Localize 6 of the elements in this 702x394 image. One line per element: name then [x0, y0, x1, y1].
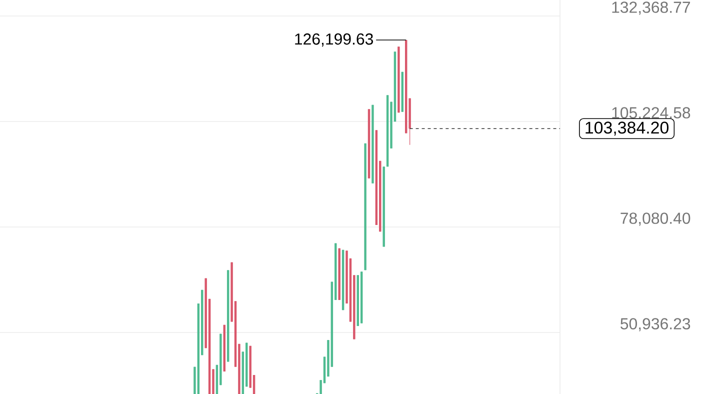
y-tick-label: 105,224.58: [612, 107, 690, 120]
y-tick-label: 78,080.40: [620, 212, 690, 226]
annotation: 126,199.63: [295, 33, 373, 47]
y-tick-label: 132,368.77: [612, 2, 690, 15]
y-tick-label: 50,936.23: [620, 318, 690, 332]
ref-line-label: 103,384.20: [586, 122, 669, 136]
